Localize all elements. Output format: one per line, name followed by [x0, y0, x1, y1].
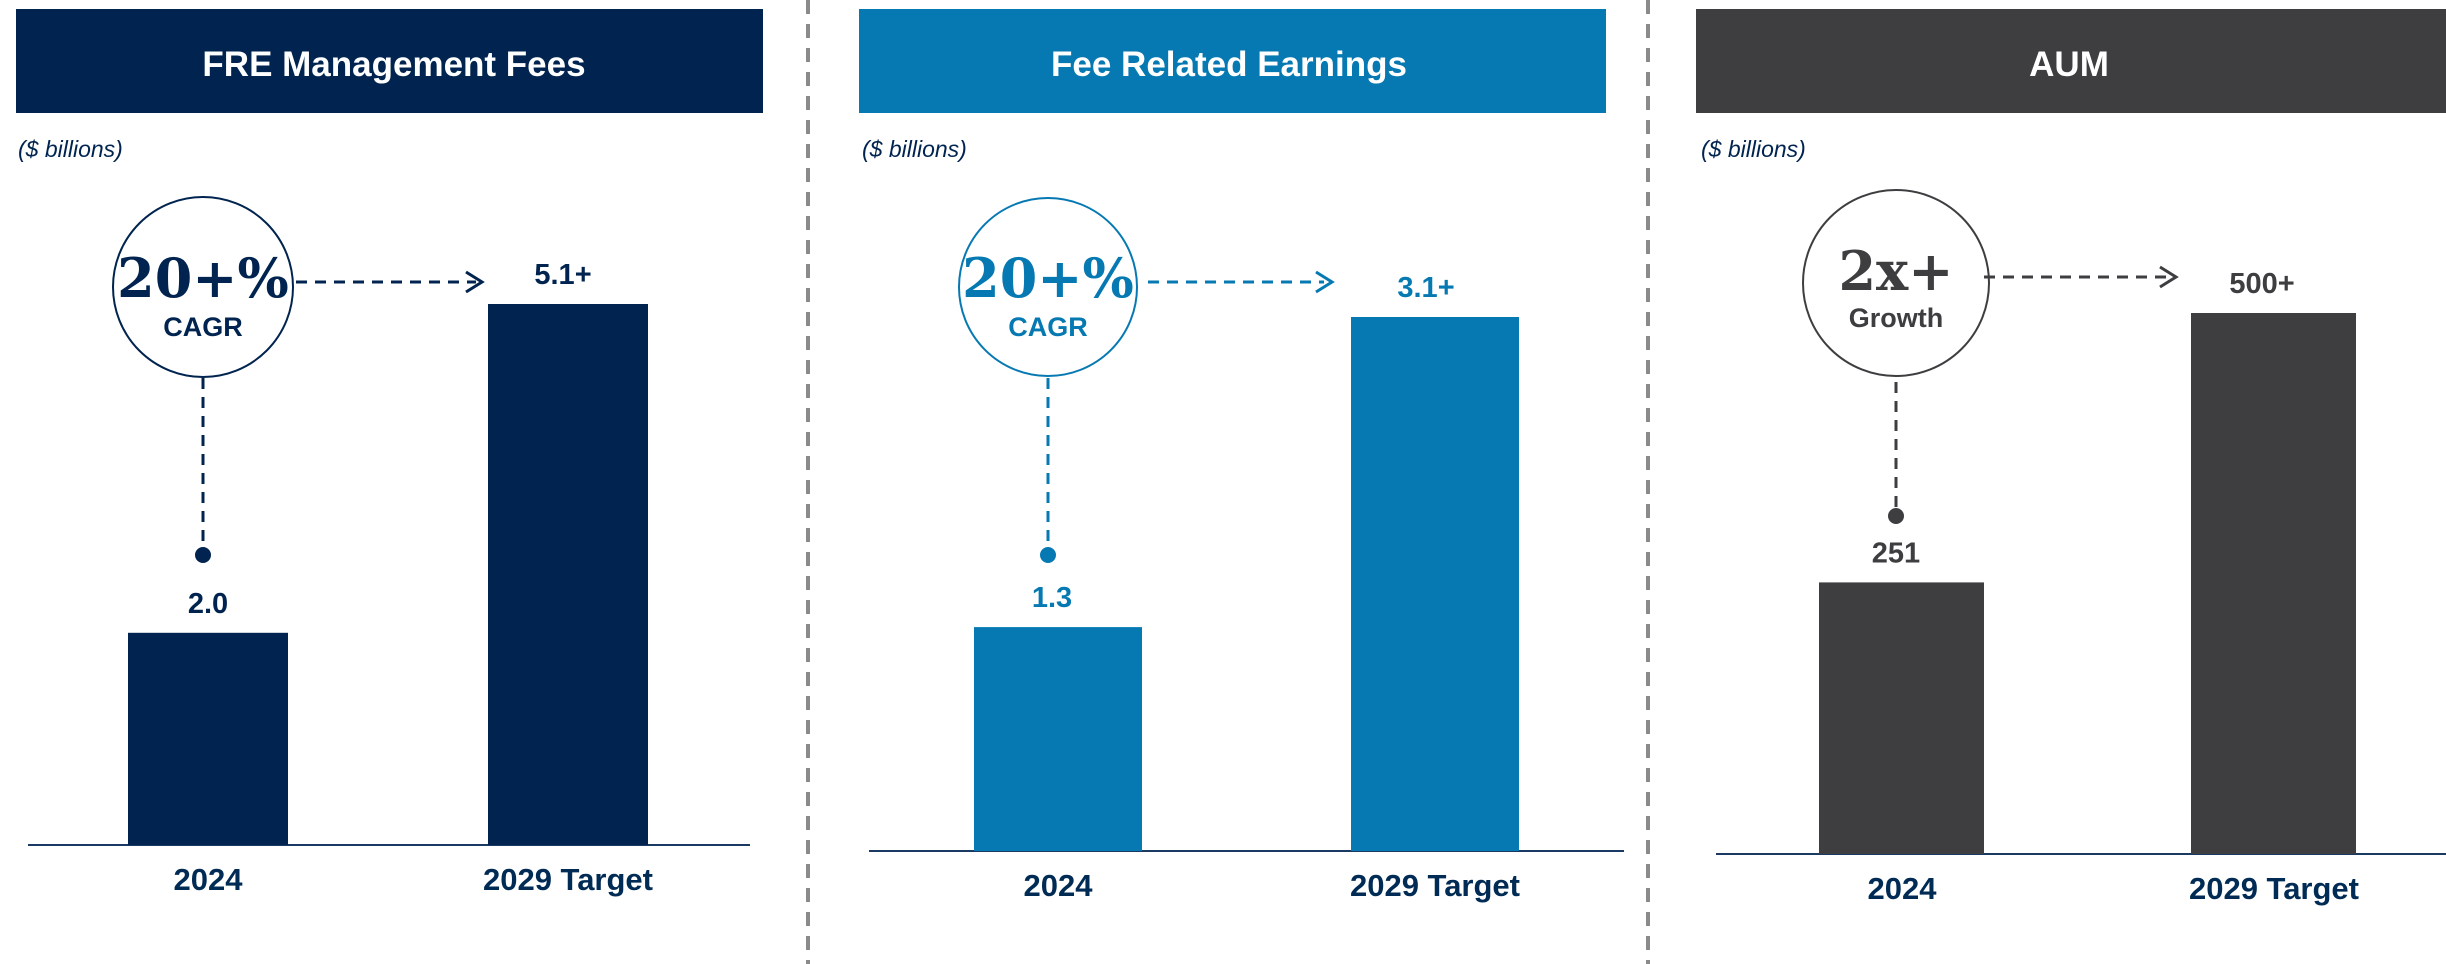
bar-value-label-2029-target: 3.1+	[1397, 272, 1454, 304]
bar-2024	[128, 632, 288, 845]
badge-value: 2x+	[1838, 239, 1953, 303]
badge-label: CAGR	[1008, 312, 1088, 342]
chart-panel-fre-management-fees: FRE Management Fees ($ billions) 2.0 5.1…	[16, 9, 763, 897]
bar-value-label-2029-target: 500+	[2229, 268, 2294, 300]
badge-label: Growth	[1849, 303, 1944, 333]
bar-value-label-2024: 251	[1872, 537, 1920, 569]
chart-panel-aum: AUM ($ billions) 251 500+ 2024 2029 Targ…	[1696, 9, 2446, 906]
bar-2029-target	[2191, 313, 2356, 854]
bar-2029-target	[488, 304, 648, 845]
chart-panel-fee-related-earnings: Fee Related Earnings ($ billions) 1.3 3.…	[859, 9, 1624, 903]
bar-value-label-2029-target: 5.1+	[534, 259, 591, 291]
category-label-2029-target: 2029 Target	[483, 862, 653, 897]
badge-value: 20+%	[117, 246, 289, 310]
connector-dot	[195, 547, 211, 563]
units-label: ($ billions)	[18, 136, 123, 162]
badge-label: CAGR	[163, 312, 243, 342]
connector-dot	[1040, 547, 1056, 563]
panel-header	[1696, 9, 2446, 113]
panel-header	[16, 9, 763, 113]
connector-dot	[1888, 508, 1904, 524]
panel-header	[859, 9, 1606, 113]
category-label-2024: 2024	[1868, 871, 1938, 906]
growth-arrow-head	[1315, 270, 1335, 294]
category-label-2024: 2024	[174, 862, 244, 897]
panel-title: Fee Related Earnings	[1051, 45, 1407, 84]
bar-value-label-2024: 2.0	[188, 588, 228, 620]
bar-2029-target	[1351, 317, 1519, 851]
units-label: ($ billions)	[862, 136, 967, 162]
category-label-2029-target: 2029 Target	[2189, 871, 2359, 906]
bar-2024	[974, 627, 1142, 851]
growth-arrow-head	[465, 270, 485, 294]
bar-2024	[1819, 582, 1984, 854]
panel-title: FRE Management Fees	[202, 45, 585, 84]
growth-badge-circle	[1802, 189, 1990, 377]
category-label-2024: 2024	[1024, 868, 1094, 903]
growth-arrow-head	[2159, 265, 2179, 289]
cagr-badge-circle	[112, 196, 294, 378]
panel-title: AUM	[2029, 45, 2109, 84]
badge-value: 20+%	[962, 246, 1134, 310]
units-label: ($ billions)	[1701, 136, 1806, 162]
cagr-badge-circle	[958, 197, 1138, 377]
category-label-2029-target: 2029 Target	[1350, 868, 1520, 903]
bar-value-label-2024: 1.3	[1032, 582, 1072, 614]
